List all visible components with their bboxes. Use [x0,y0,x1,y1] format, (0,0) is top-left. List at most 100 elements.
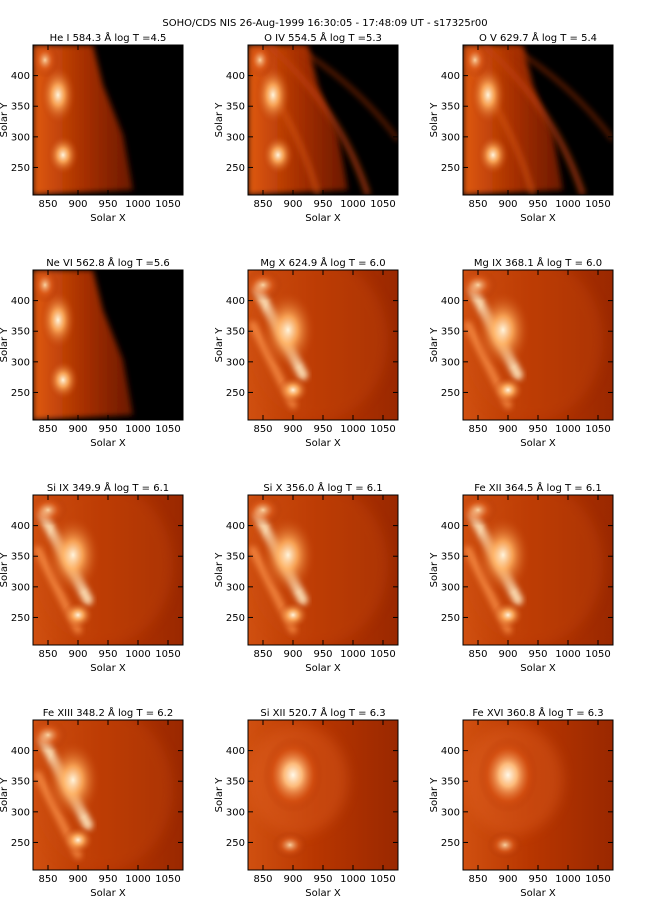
y-axis-label: Solar Y [0,102,10,138]
y-tick-label: 400 [11,746,30,757]
panel-title: Si X 356.0 Å log T = 6.1 [263,481,382,494]
y-tick-label: 400 [11,71,30,82]
x-tick-label: 900 [498,874,517,885]
y-axis-label: Solar Y [214,102,225,138]
y-tick-label: 400 [441,746,460,757]
y-tick-label: 400 [226,71,245,82]
x-tick-label: 900 [498,199,517,210]
x-axis-label: Solar X [305,438,341,449]
x-tick-label: 950 [528,424,547,435]
x-axis-label: Solar X [520,213,556,224]
y-tick-label: 250 [441,388,460,399]
x-tick-label: 850 [38,424,57,435]
x-tick-label: 1000 [555,874,580,885]
x-tick-label: 1000 [340,874,365,885]
x-tick-label: 850 [38,874,57,885]
x-tick-label: 950 [313,199,332,210]
emission-image [248,45,398,195]
y-axis-label: Solar Y [0,327,10,363]
spectral-panel: Mg IX 368.1 Å log T = 6.0 850 900 950 1000 10… [429,256,614,449]
emission-image [248,495,398,645]
y-tick-label: 350 [226,102,245,113]
emission-image [33,720,183,870]
x-axis-label: Solar X [520,438,556,449]
y-tick-label: 350 [441,327,460,338]
x-tick-label: 1050 [370,199,395,210]
x-tick-label: 850 [468,874,487,885]
x-tick-label: 1000 [340,649,365,660]
x-tick-label: 1050 [155,424,180,435]
y-tick-label: 250 [226,163,245,174]
y-tick-label: 300 [11,807,30,818]
spectral-panel: He I 584.3 Å log T =4.5 850 900 950 1000 1050… [0,31,184,224]
y-axis-label: Solar Y [214,327,225,363]
x-tick-label: 850 [253,649,272,660]
x-tick-label: 950 [98,874,117,885]
panel-title: Mg IX 368.1 Å log T = 6.0 [474,256,602,269]
y-tick-label: 300 [11,582,30,593]
x-tick-label: 1050 [370,874,395,885]
x-tick-label: 1000 [555,199,580,210]
y-axis-label: Solar Y [429,102,440,138]
x-tick-label: 900 [68,649,87,660]
y-tick-label: 350 [441,102,460,113]
x-tick-label: 900 [283,649,302,660]
x-tick-label: 900 [498,424,517,435]
x-tick-label: 850 [38,199,57,210]
emission-image [33,270,183,420]
x-tick-label: 850 [253,874,272,885]
x-tick-label: 1000 [125,199,150,210]
y-tick-label: 350 [11,102,30,113]
x-tick-label: 900 [283,199,302,210]
spectral-panel: Ne VI 562.8 Å log T =5.6 850 900 950 1000 105… [0,256,184,449]
x-tick-label: 1050 [585,649,610,660]
y-tick-label: 400 [226,296,245,307]
spectral-panel: Si IX 349.9 Å log T = 6.1 850 900 950 1000 10… [0,481,184,674]
panel-title: O IV 554.5 Å log T =5.3 [264,31,382,44]
x-tick-label: 1050 [585,424,610,435]
x-tick-label: 1050 [585,199,610,210]
emission-image [33,495,183,645]
spectral-panel: Si X 356.0 Å log T = 6.1 850 900 950 1000 105… [214,481,399,674]
y-tick-label: 300 [226,807,245,818]
spectral-panel: O IV 554.5 Å log T =5.3 850 900 950 1000 1050… [214,31,399,224]
panel-title: O V 629.7 Å log T = 5.4 [479,31,597,44]
x-tick-label: 850 [253,199,272,210]
x-tick-label: 950 [313,424,332,435]
y-tick-label: 300 [11,357,30,368]
x-tick-label: 1050 [155,199,180,210]
x-tick-label: 950 [528,874,547,885]
y-axis-label: Solar Y [214,552,225,588]
x-tick-label: 1000 [555,424,580,435]
x-tick-label: 1050 [155,649,180,660]
x-tick-label: 850 [38,649,57,660]
y-tick-label: 350 [226,552,245,563]
y-tick-label: 400 [441,296,460,307]
x-tick-label: 850 [468,649,487,660]
x-tick-label: 1000 [125,874,150,885]
x-tick-label: 850 [468,199,487,210]
x-axis-label: Solar X [520,888,556,899]
y-tick-label: 250 [226,838,245,849]
y-tick-label: 350 [441,552,460,563]
panel-grid: He I 584.3 Å log T =4.5 850 900 950 1000 1050… [0,31,614,899]
x-axis-label: Solar X [305,888,341,899]
x-tick-label: 1050 [585,874,610,885]
y-tick-label: 250 [226,613,245,624]
y-axis-label: Solar Y [429,552,440,588]
y-tick-label: 250 [441,838,460,849]
y-tick-label: 250 [226,388,245,399]
panel-title: Si XII 520.7 Å log T = 6.3 [260,706,385,719]
emission-image [463,270,613,420]
x-axis-label: Solar X [90,213,126,224]
x-axis-label: Solar X [305,663,341,674]
x-tick-label: 950 [313,874,332,885]
x-tick-label: 1000 [125,424,150,435]
y-tick-label: 250 [441,613,460,624]
y-tick-label: 400 [226,521,245,532]
x-tick-label: 850 [253,424,272,435]
y-tick-label: 250 [11,163,30,174]
x-axis-label: Solar X [90,663,126,674]
x-tick-label: 950 [313,649,332,660]
panel-title: Fe XII 364.5 Å log T = 6.1 [474,481,601,494]
